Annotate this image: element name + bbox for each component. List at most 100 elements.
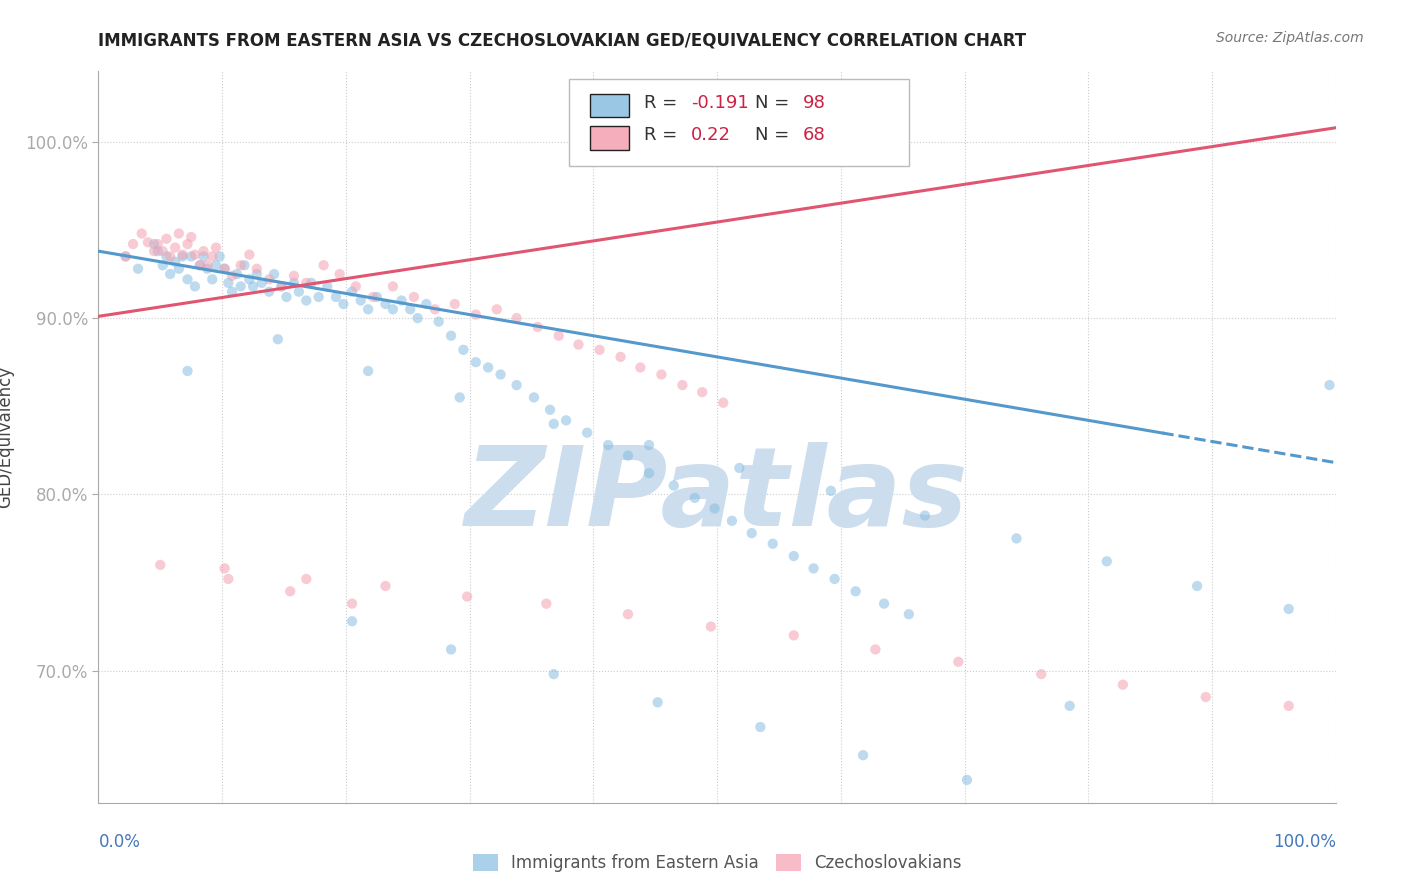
Point xyxy=(340,614,363,628)
Point xyxy=(246,261,269,276)
Point xyxy=(374,297,396,311)
Point xyxy=(276,290,298,304)
Point xyxy=(246,267,269,281)
Point xyxy=(609,350,631,364)
Point xyxy=(361,290,384,304)
Point xyxy=(122,237,145,252)
Point xyxy=(283,268,305,283)
Point xyxy=(598,438,620,452)
Point xyxy=(176,237,198,252)
Point xyxy=(217,276,239,290)
Point xyxy=(329,267,352,281)
Text: N =: N = xyxy=(755,94,796,112)
Point xyxy=(242,279,264,293)
Point xyxy=(238,272,260,286)
Point xyxy=(406,311,429,326)
Point xyxy=(146,237,169,252)
Text: -0.191: -0.191 xyxy=(692,94,749,112)
Point xyxy=(783,549,806,563)
Point xyxy=(184,279,207,293)
Point xyxy=(555,413,578,427)
Text: 68: 68 xyxy=(803,126,825,144)
Point xyxy=(423,302,446,317)
Point xyxy=(638,467,661,481)
Point xyxy=(845,584,868,599)
Point xyxy=(873,597,896,611)
Point xyxy=(180,249,202,263)
Point xyxy=(711,395,734,409)
Point xyxy=(201,272,224,286)
Point xyxy=(440,328,463,343)
Point xyxy=(567,337,589,351)
Point xyxy=(820,483,842,498)
Point xyxy=(159,249,181,263)
Point xyxy=(399,302,422,317)
Point xyxy=(449,391,471,405)
Point xyxy=(523,391,546,405)
Text: 0.0%: 0.0% xyxy=(98,833,141,851)
Point xyxy=(155,249,177,263)
Point xyxy=(628,360,651,375)
Point xyxy=(456,590,478,604)
Point xyxy=(638,438,661,452)
Point xyxy=(647,695,669,709)
Text: Source: ZipAtlas.com: Source: ZipAtlas.com xyxy=(1216,31,1364,45)
Point xyxy=(721,514,744,528)
Point xyxy=(477,360,499,375)
Point xyxy=(193,244,215,259)
Point xyxy=(193,249,215,263)
Point xyxy=(143,244,166,259)
Point xyxy=(308,290,330,304)
Point xyxy=(728,461,751,475)
Point xyxy=(299,276,322,290)
Point xyxy=(671,378,693,392)
Point xyxy=(381,302,404,317)
Point xyxy=(485,302,508,317)
Point xyxy=(226,267,249,281)
Point xyxy=(381,279,404,293)
Point xyxy=(283,276,305,290)
Point xyxy=(278,584,301,599)
Point xyxy=(617,607,640,622)
Point xyxy=(1059,698,1081,713)
Point xyxy=(131,227,153,241)
Point xyxy=(1278,698,1301,713)
Point xyxy=(270,279,292,293)
Point xyxy=(543,667,565,681)
Point xyxy=(783,628,806,642)
FancyBboxPatch shape xyxy=(589,94,630,118)
Point xyxy=(391,293,413,308)
Point xyxy=(538,402,561,417)
Point xyxy=(295,276,318,290)
Point xyxy=(865,642,887,657)
Point xyxy=(217,572,239,586)
Text: R =: R = xyxy=(644,126,683,144)
Point xyxy=(114,249,136,263)
Point xyxy=(453,343,475,357)
Point xyxy=(208,249,231,263)
Point xyxy=(267,332,290,346)
Point xyxy=(350,293,373,308)
Point xyxy=(703,501,725,516)
Point xyxy=(214,261,236,276)
Point xyxy=(195,261,218,276)
Point xyxy=(1278,602,1301,616)
Point xyxy=(149,558,172,572)
Point xyxy=(195,258,218,272)
Point xyxy=(576,425,599,440)
Point xyxy=(214,261,236,276)
FancyBboxPatch shape xyxy=(568,78,908,167)
Text: 100.0%: 100.0% xyxy=(1272,833,1336,851)
Point xyxy=(749,720,772,734)
Point xyxy=(588,343,610,357)
Point xyxy=(152,258,174,272)
Point xyxy=(221,285,243,299)
Point xyxy=(443,297,465,311)
Point xyxy=(914,508,936,523)
Text: N =: N = xyxy=(755,126,796,144)
Text: 0.22: 0.22 xyxy=(692,126,731,144)
Point xyxy=(464,308,486,322)
Point xyxy=(270,279,292,293)
Point xyxy=(824,572,846,586)
Point xyxy=(214,561,236,575)
